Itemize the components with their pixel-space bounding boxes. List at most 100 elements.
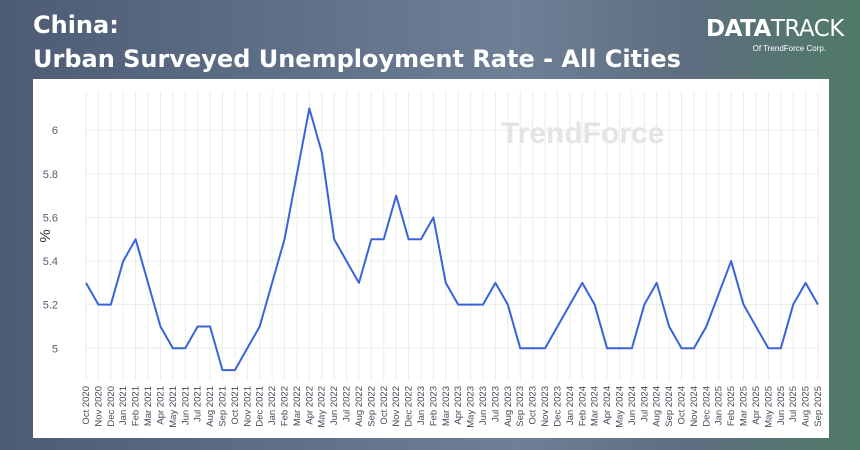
x-tick-label: Jul 2025 xyxy=(788,386,799,422)
x-tick-label: Nov 2023 xyxy=(540,386,551,427)
data-point xyxy=(679,346,684,351)
data-point xyxy=(667,324,672,329)
x-tick-label: May 2022 xyxy=(317,386,328,428)
data-point xyxy=(307,106,312,111)
data-point xyxy=(208,324,213,329)
data-point xyxy=(183,346,188,351)
x-tick-label: Jul 2021 xyxy=(193,386,204,422)
x-tick-label: Apr 2021 xyxy=(155,386,166,425)
data-point xyxy=(195,324,200,329)
x-tick-label: Dec 2024 xyxy=(701,386,712,427)
data-point xyxy=(270,280,275,285)
x-axis-ticks: Oct 2020 Nov 2020 Dec 2020 Jan 2021 Feb 2021… xyxy=(81,386,824,428)
data-point xyxy=(257,324,262,329)
brand-logo-text: DATATRACK xyxy=(706,16,844,42)
data-point xyxy=(418,237,423,242)
x-tick-label: Dec 2021 xyxy=(255,386,266,427)
x-tick-label: Oct 2024 xyxy=(677,386,688,425)
datatrack-logo: DATATRACK Of TrendForce Corp. xyxy=(706,16,844,53)
data-point xyxy=(332,237,337,242)
data-point xyxy=(654,280,659,285)
data-point xyxy=(431,215,436,220)
y-axis-label: % xyxy=(37,229,54,242)
data-point xyxy=(778,346,783,351)
data-point xyxy=(481,302,486,307)
x-tick-label: Jun 2021 xyxy=(180,386,191,425)
data-point xyxy=(158,324,163,329)
x-tick-label: Oct 2023 xyxy=(528,386,539,425)
x-tick-label: Jun 2023 xyxy=(478,386,489,425)
x-tick-label: Mar 2024 xyxy=(590,386,601,426)
x-tick-label: Jan 2023 xyxy=(416,386,427,425)
data-point xyxy=(406,237,411,242)
brand-subtitle: Of TrendForce Corp. xyxy=(752,44,826,53)
data-point xyxy=(580,280,585,285)
x-tick-label: Oct 2022 xyxy=(379,386,390,425)
y-tick-label: 5.8 xyxy=(43,169,58,181)
x-tick-label: Mar 2022 xyxy=(292,386,303,426)
chart-panel: TrendForce 5 5.2 5.4 5.6 5.8 6 % Oct 2020 Nov … xyxy=(33,79,829,438)
x-tick-label: Sep 2022 xyxy=(366,386,377,427)
data-point xyxy=(729,259,734,264)
x-tick-label: Jun 2025 xyxy=(776,386,787,425)
x-tick-label: May 2025 xyxy=(763,386,774,428)
x-tick-label: May 2021 xyxy=(168,386,179,428)
series-line xyxy=(85,107,819,372)
data-point xyxy=(170,346,175,351)
data-point xyxy=(220,368,225,373)
data-point xyxy=(121,259,126,264)
brand-logo-part2: TRACK xyxy=(770,16,845,42)
data-point xyxy=(555,324,560,329)
x-tick-label: Oct 2021 xyxy=(230,386,241,425)
data-point xyxy=(245,346,250,351)
x-tick-label: Nov 2021 xyxy=(242,386,253,427)
data-point xyxy=(741,302,746,307)
x-tick-label: Nov 2022 xyxy=(391,386,402,427)
data-point xyxy=(133,237,138,242)
x-tick-label: Dec 2023 xyxy=(552,386,563,427)
data-point xyxy=(518,346,523,351)
data-point xyxy=(84,280,89,285)
data-point xyxy=(704,324,709,329)
x-tick-label: Feb 2024 xyxy=(577,386,588,426)
x-tick-label: Apr 2023 xyxy=(453,386,464,425)
data-point xyxy=(629,346,634,351)
y-tick-label: 5.6 xyxy=(43,212,58,224)
data-point xyxy=(791,302,796,307)
x-tick-label: Mar 2025 xyxy=(739,386,750,426)
x-tick-label: Dec 2022 xyxy=(404,386,415,427)
data-point xyxy=(642,302,647,307)
watermark: TrendForce xyxy=(501,117,664,150)
x-tick-label: Aug 2025 xyxy=(801,386,812,427)
x-tick-label: Nov 2020 xyxy=(93,386,104,427)
data-point xyxy=(816,302,821,307)
chart-title: China: Urban Surveyed Unemployment Rate … xyxy=(33,8,681,76)
data-point xyxy=(356,280,361,285)
x-tick-label: Jun 2022 xyxy=(329,386,340,425)
x-tick-label: Nov 2024 xyxy=(689,386,700,427)
x-tick-label: Aug 2021 xyxy=(205,386,216,427)
x-tick-label: Feb 2023 xyxy=(428,386,439,426)
x-tick-label: May 2024 xyxy=(614,386,625,428)
x-tick-label: Apr 2025 xyxy=(751,386,762,425)
x-tick-label: Dec 2020 xyxy=(106,386,117,427)
data-point xyxy=(803,280,808,285)
data-point xyxy=(146,280,151,285)
y-tick-label: 5.2 xyxy=(43,300,58,312)
x-tick-label: Jul 2022 xyxy=(342,386,353,422)
y-tick-label: 5.4 xyxy=(43,256,58,268)
x-tick-label: Jan 2021 xyxy=(118,386,129,425)
x-tick-label: Jun 2024 xyxy=(627,386,638,425)
data-point xyxy=(344,259,349,264)
data-point xyxy=(605,346,610,351)
y-tick-label: 5 xyxy=(52,343,58,355)
data-point xyxy=(567,302,572,307)
data-point xyxy=(319,150,324,155)
data-point xyxy=(530,346,535,351)
data-point xyxy=(456,302,461,307)
x-tick-label: Feb 2021 xyxy=(131,386,142,426)
x-tick-label: Jan 2025 xyxy=(714,386,725,425)
data-point xyxy=(108,302,113,307)
x-tick-label: Jan 2024 xyxy=(565,386,576,425)
data-point xyxy=(282,237,287,242)
